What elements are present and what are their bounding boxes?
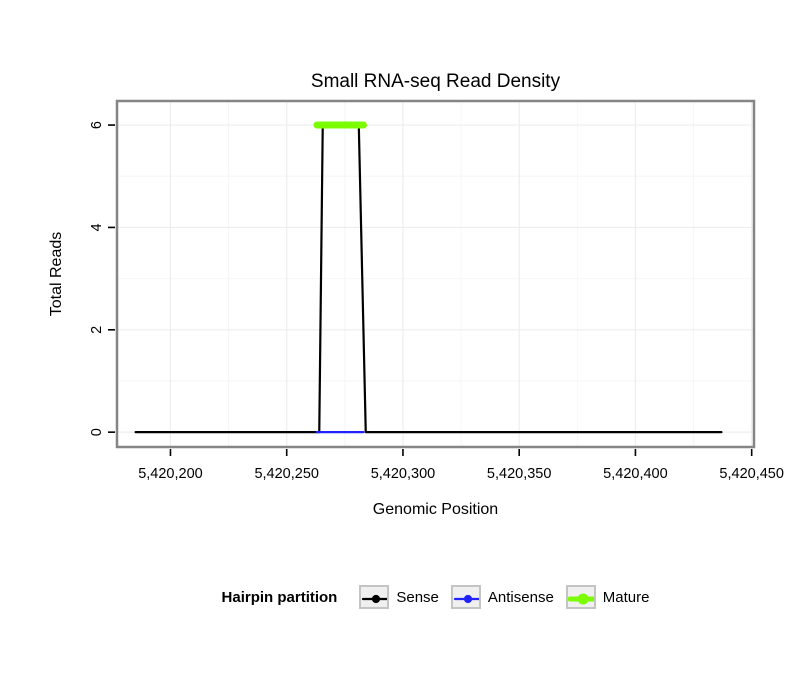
- legend-label-antisense: Antisense: [487, 588, 554, 606]
- x-tick-label: 5,420,350: [487, 466, 552, 482]
- legend-entry-sense: Sense: [359, 585, 439, 609]
- legend-title: Hairpin partition: [221, 588, 338, 606]
- x-tick-label: 5,420,300: [371, 466, 436, 482]
- plot-panel: [117, 101, 754, 447]
- x-tick-label: 5,420,400: [603, 466, 668, 482]
- y-tick-label: 0: [89, 428, 105, 436]
- legend-entries: Sense Antisense Mature: [359, 585, 649, 609]
- x-axis-label: Genomic Position: [372, 501, 499, 518]
- legend: Hairpin partition Sense Antisense Mature: [117, 581, 754, 613]
- x-tick-label: 5,420,250: [254, 466, 319, 482]
- y-tick-label: 4: [89, 223, 105, 231]
- y-axis-label: Total Reads: [48, 231, 65, 317]
- x-tick-label: 5,420,450: [719, 466, 784, 482]
- legend-key-antisense-icon: [450, 585, 481, 609]
- legend-label-mature: Mature: [602, 588, 650, 606]
- plot-area: 5,420,200 5,420,250 5,420,300 5,420,350 5,42…: [89, 99, 784, 482]
- legend-entry-antisense: Antisense: [450, 585, 554, 609]
- y-tick-label: 6: [89, 121, 105, 129]
- chart-title: Small RNA-seq Read Density: [310, 71, 561, 92]
- x-tick-label: 5,420,200: [138, 466, 203, 482]
- y-tick-label: 2: [89, 326, 105, 334]
- plot-panel-border: [115, 99, 756, 449]
- legend-key-sense-icon: [359, 585, 390, 609]
- legend-key-mature-icon: [565, 585, 596, 609]
- legend-entry-mature: Mature: [565, 585, 650, 609]
- legend-label-sense: Sense: [396, 588, 439, 606]
